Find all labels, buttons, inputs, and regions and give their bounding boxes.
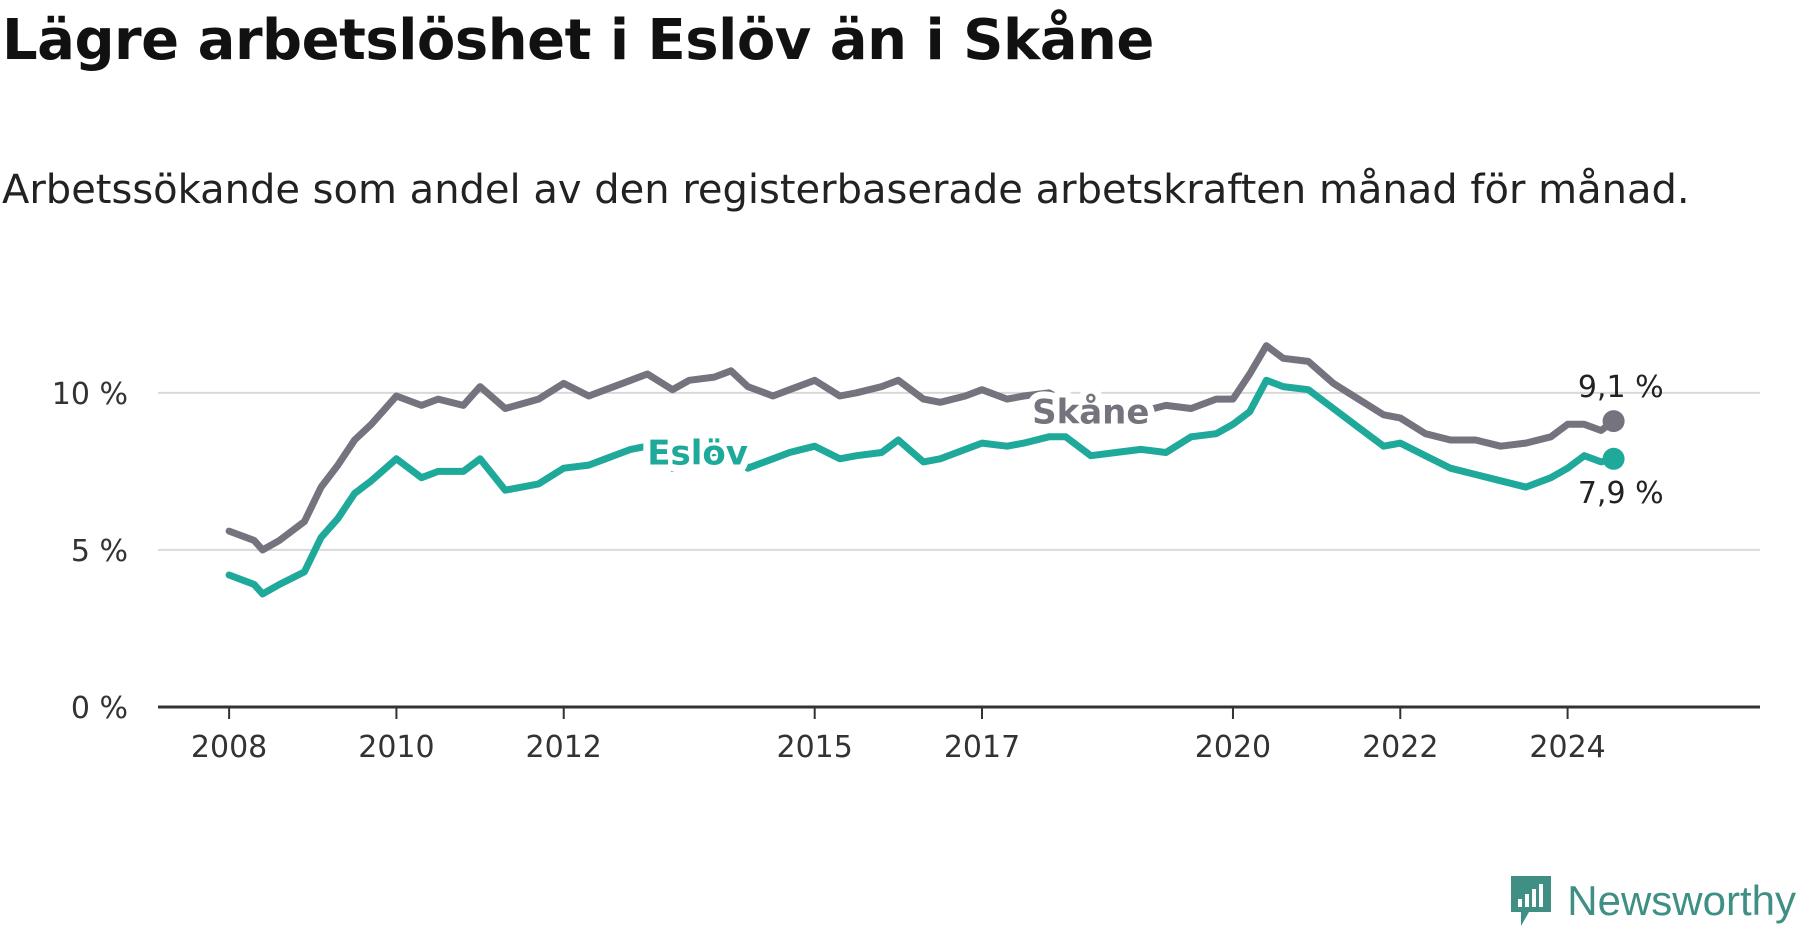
- end-marker-eslöv: [1602, 447, 1625, 470]
- series-line-eslöv: [225, 376, 1618, 598]
- series-label-skåne: Skåne: [1032, 393, 1149, 433]
- brand-logo: Newsworthy: [1507, 872, 1796, 930]
- label-layer: Skåne Eslöv 9,1 % 7,9 %: [640, 370, 1664, 511]
- x-tick-label: 2022: [1362, 730, 1438, 765]
- end-label-skåne: 9,1 %: [1578, 370, 1664, 405]
- end-marker-skåne: [1602, 410, 1625, 433]
- x-tick-label: 2017: [944, 730, 1020, 765]
- axis-layer: 0 % 5 % 10 % 2008 2010 2012 2015 2017 2020 2022 20…: [52, 377, 1760, 765]
- chart-subtitle: Arbetssökande som andel av den registerb…: [2, 167, 1690, 213]
- series-label-eslöv: Eslöv: [647, 434, 748, 474]
- x-tick-label: 2024: [1529, 730, 1605, 765]
- x-tick-label: 2015: [777, 730, 853, 765]
- x-tick-label: 2012: [526, 730, 602, 765]
- series-layer: [225, 342, 1618, 598]
- grid-layer: [158, 391, 1760, 551]
- y-tick-label: 10 %: [52, 377, 128, 412]
- newsworthy-logo-icon: [1511, 876, 1552, 926]
- chart-title: Lägre arbetslöshet i Eslöv än i Skåne: [2, 8, 1154, 73]
- y-tick-label: 0 %: [71, 691, 128, 726]
- end-label-eslöv: 7,9 %: [1578, 476, 1664, 511]
- x-tick-label: 2020: [1195, 730, 1271, 765]
- series-line-skåne: [225, 342, 1618, 554]
- y-tick-label: 5 %: [71, 534, 128, 569]
- x-tick-label: 2010: [358, 730, 434, 765]
- x-tick-label: 2008: [191, 730, 267, 765]
- brand-name: Newsworthy: [1567, 877, 1796, 924]
